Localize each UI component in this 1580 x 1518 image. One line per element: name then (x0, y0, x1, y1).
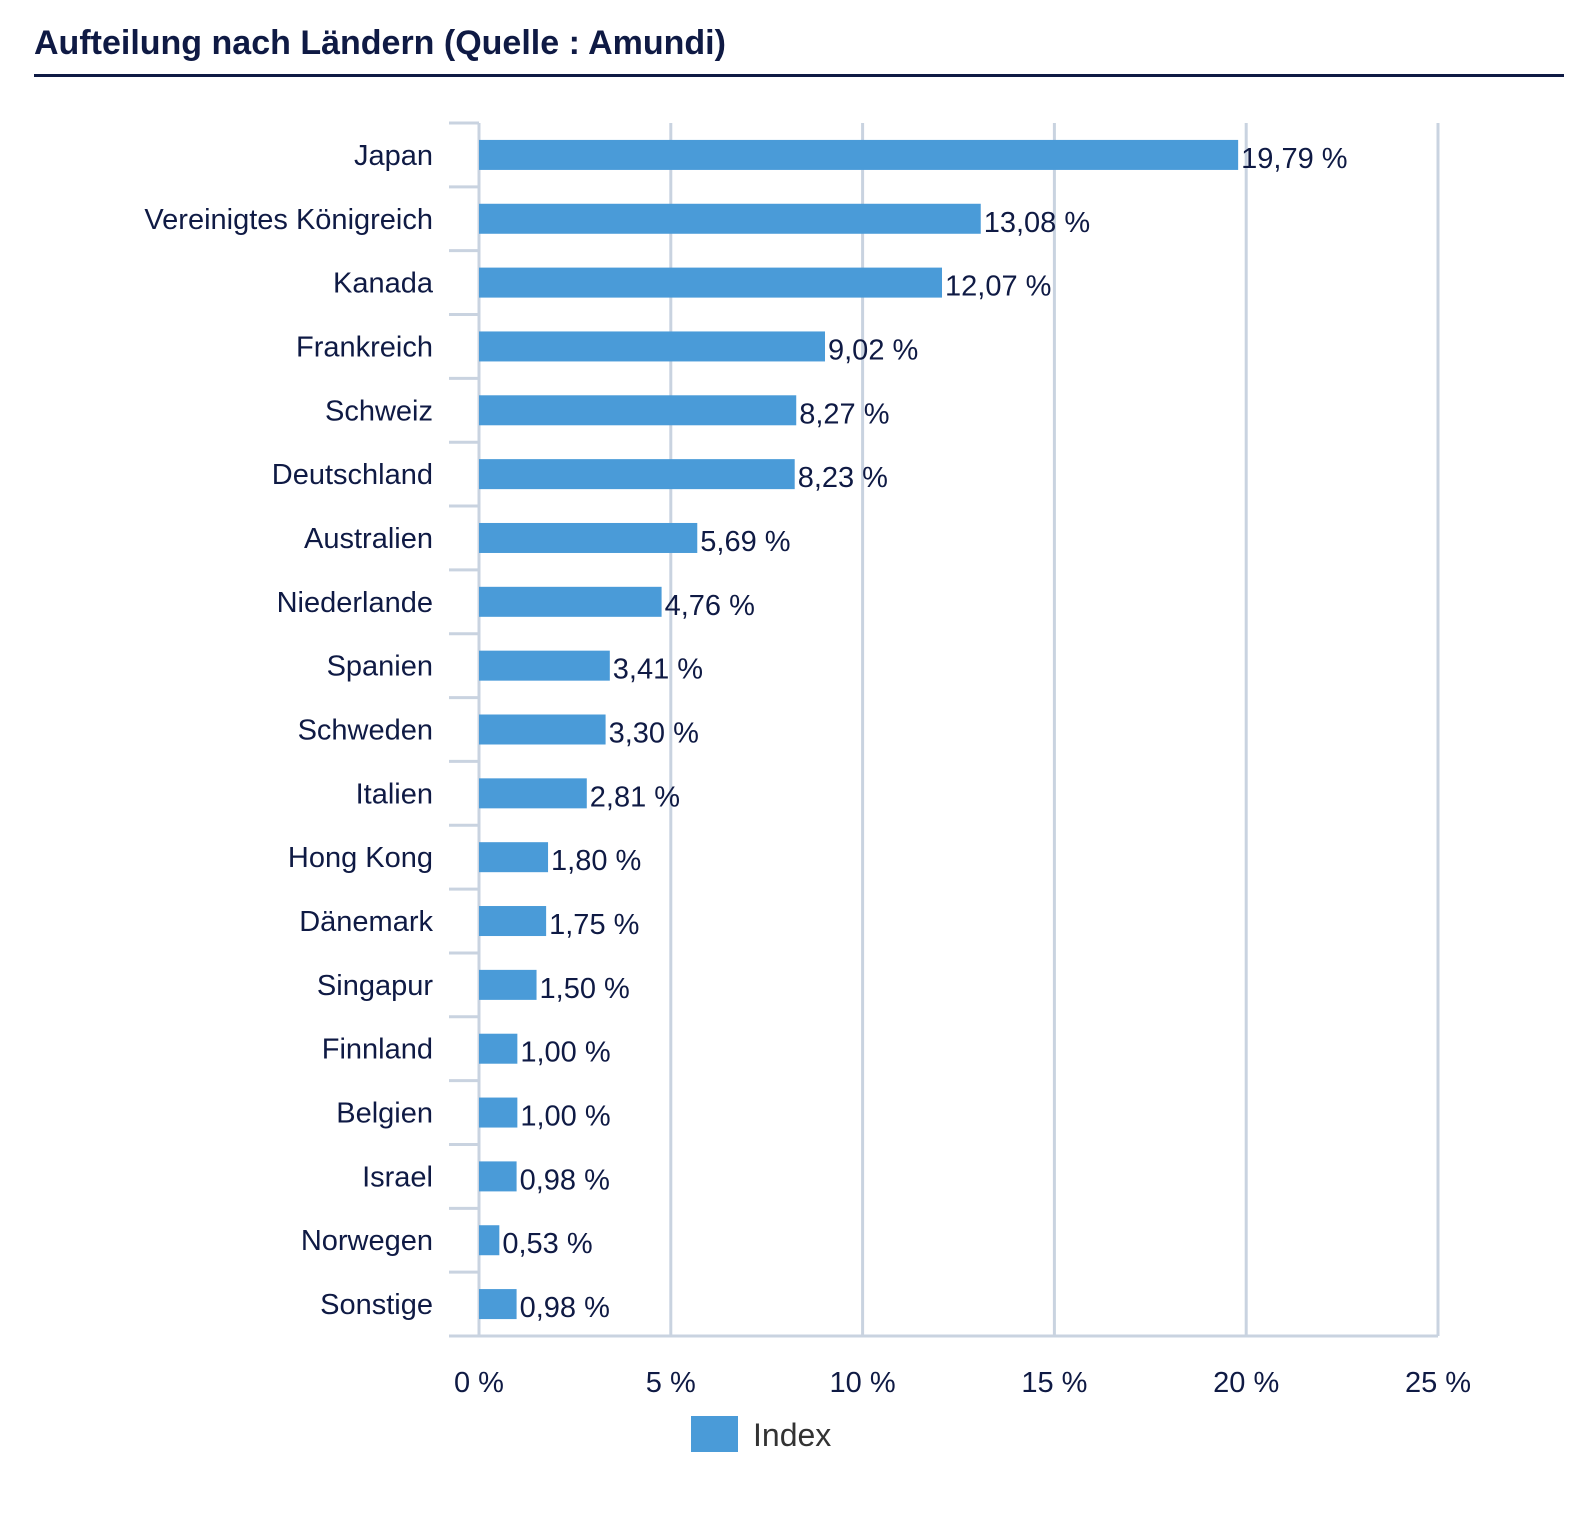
category-label: Australien (304, 523, 433, 555)
category-label: Frankreich (296, 331, 433, 363)
x-tick-label: 20 % (1213, 1367, 1279, 1399)
data-label: 1,00 % (520, 1037, 610, 1069)
category-label: Italien (356, 778, 433, 810)
bar (479, 906, 547, 937)
bar (479, 139, 1239, 170)
category-label: Niederlande (277, 587, 433, 619)
data-label: 1,00 % (520, 1101, 610, 1133)
data-label: 0,98 % (520, 1292, 610, 1324)
x-tick-label: 10 % (830, 1367, 896, 1399)
bar (479, 522, 698, 553)
data-label: 1,75 % (549, 909, 639, 941)
bar (479, 650, 610, 681)
bar (479, 267, 943, 298)
data-label: 2,81 % (590, 781, 680, 813)
data-label: 5,69 % (700, 526, 790, 558)
data-label: 0,53 % (502, 1228, 592, 1260)
category-label: Dänemark (299, 906, 433, 938)
x-axis-ticks: 0 % 5 % 10 % 15 % 20 % 25 % (454, 1367, 1471, 1399)
category-label: Sonstige (320, 1289, 433, 1321)
data-label: 8,27 % (799, 398, 889, 430)
data-label: 8,23 % (798, 462, 888, 494)
category-label: Spanien (327, 651, 433, 683)
category-label: Belgien (336, 1098, 433, 1130)
category-label: Vereinigtes Königreich (144, 204, 433, 236)
data-label: 19,79 % (1241, 143, 1347, 175)
bar (479, 1161, 517, 1192)
bar (479, 203, 981, 234)
bar (479, 1289, 517, 1320)
legend: Index (691, 1416, 831, 1453)
bar (479, 969, 537, 1000)
x-tick-label: 0 % (454, 1367, 504, 1399)
bar (479, 778, 587, 809)
category-label: Singapur (317, 970, 433, 1002)
category-label: Japan (354, 140, 433, 172)
bar (479, 1033, 518, 1064)
data-label: 13,08 % (984, 207, 1090, 239)
data-label: 3,41 % (613, 654, 703, 686)
category-label: Schweiz (325, 395, 433, 427)
x-tick-label: 5 % (646, 1367, 696, 1399)
x-tick-label: 25 % (1405, 1367, 1471, 1399)
data-label: 12,07 % (945, 271, 1051, 303)
data-label: 4,76 % (665, 590, 755, 622)
data-label: 0,98 % (520, 1164, 610, 1196)
data-label: 9,02 % (828, 334, 918, 366)
category-label: Israel (362, 1161, 433, 1193)
category-label: Finnland (322, 1034, 433, 1066)
bar (479, 395, 797, 426)
bar (479, 459, 795, 490)
data-label: 3,30 % (609, 718, 699, 750)
bar (479, 842, 549, 873)
bar (479, 1225, 500, 1256)
category-label: Schweden (298, 715, 433, 747)
bar (479, 331, 826, 362)
data-label: 1,50 % (540, 973, 630, 1005)
title-divider (34, 74, 1564, 77)
chart-title: Aufteilung nach Ländern (Quelle : Amundi… (34, 24, 726, 62)
category-label: Norwegen (301, 1225, 433, 1257)
legend-label: Index (753, 1417, 831, 1453)
bars-layer (479, 139, 1239, 1320)
bar (479, 1097, 518, 1128)
category-label: Deutschland (272, 459, 433, 491)
legend-swatch (691, 1416, 738, 1452)
x-tick-label: 15 % (1021, 1367, 1087, 1399)
category-label: Hong Kong (288, 842, 433, 874)
data-label: 1,80 % (551, 845, 641, 877)
bar (479, 586, 662, 617)
labels-layer: Japan 19,79 % Vereinigtes Königreich 13,08 … (144, 140, 1347, 1324)
axis-layer (449, 121, 1438, 1338)
bar (479, 714, 606, 745)
category-label: Kanada (333, 268, 434, 300)
